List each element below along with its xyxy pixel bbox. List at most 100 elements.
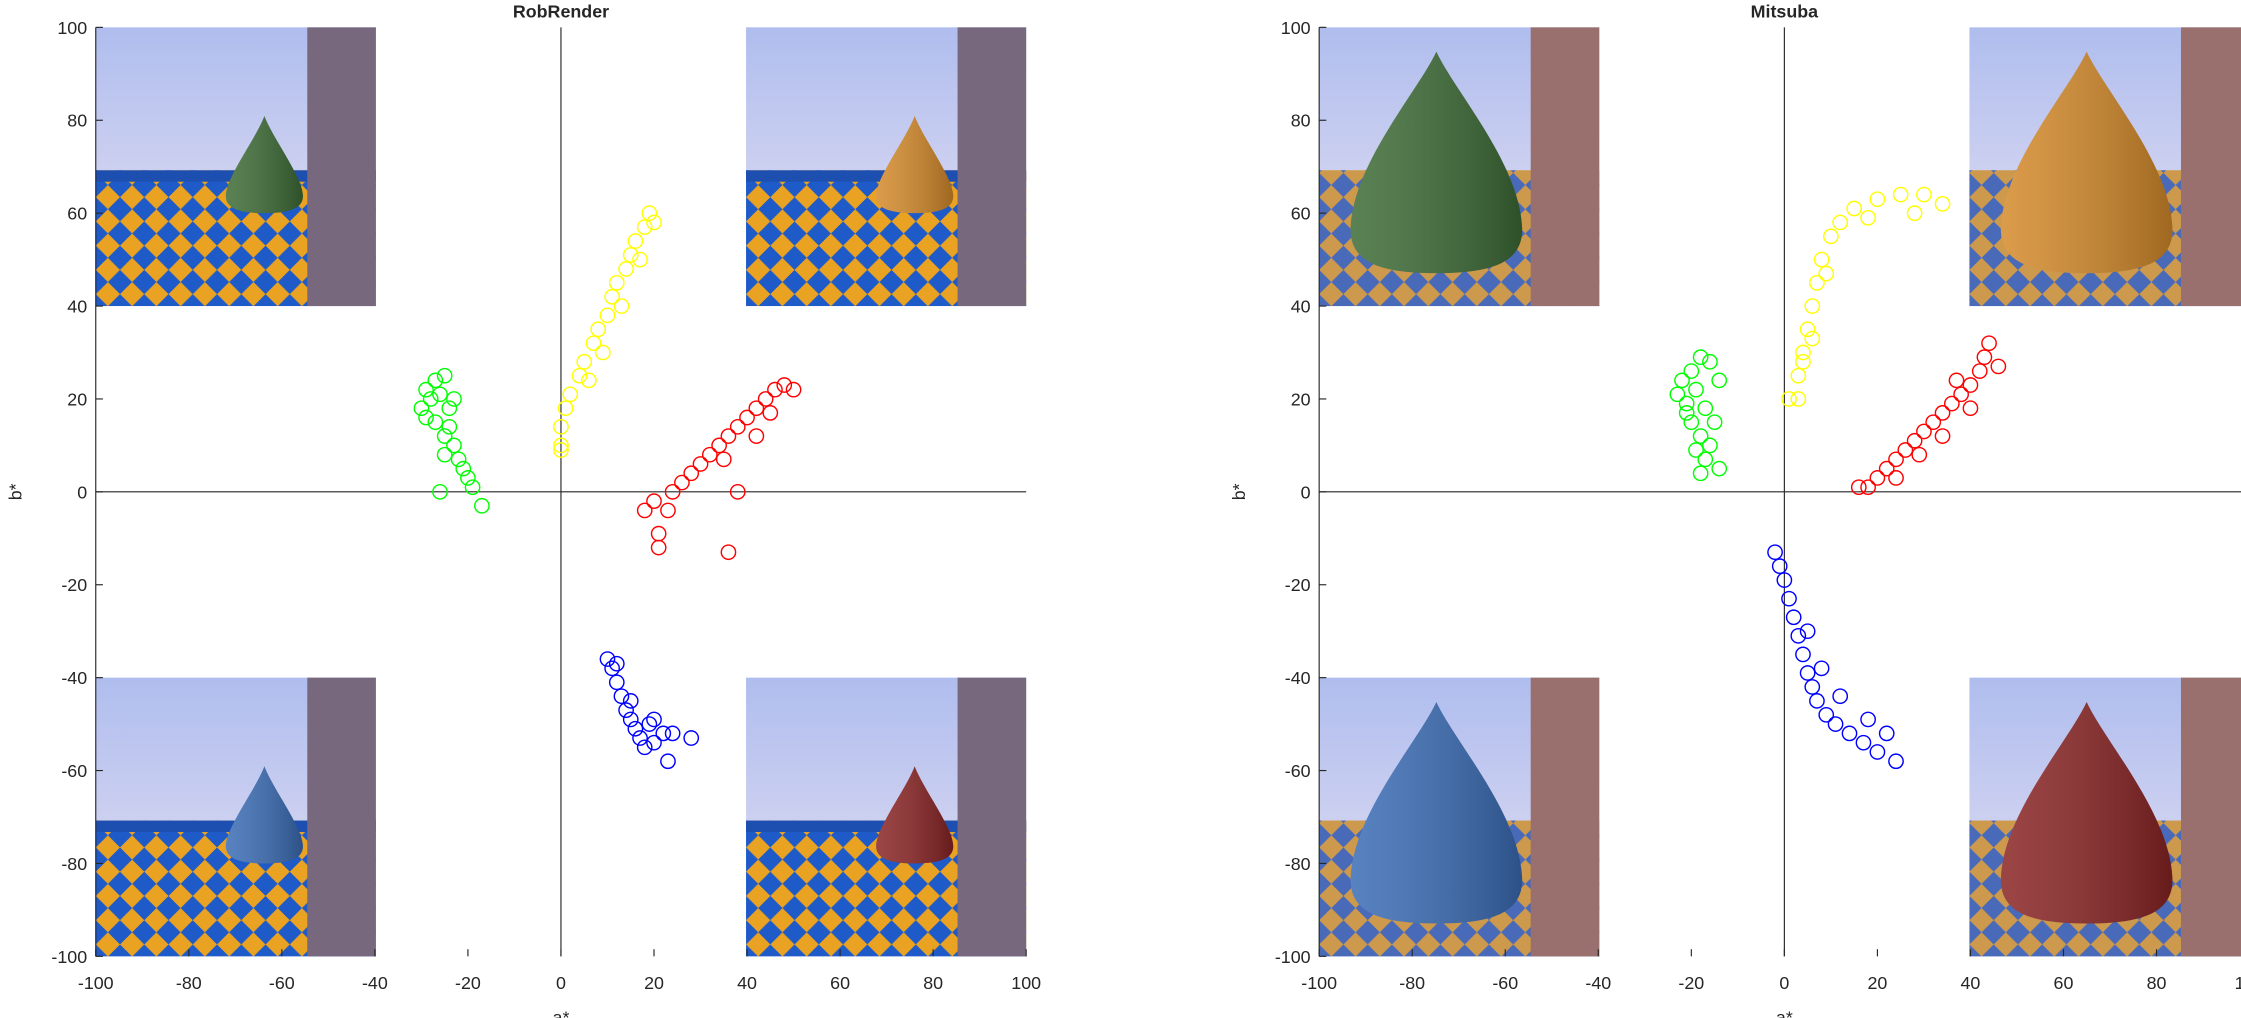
scatter-point xyxy=(1791,629,1805,643)
x-tick-label: -60 xyxy=(269,973,295,993)
scatter-point xyxy=(1680,406,1694,420)
scatter-point xyxy=(419,410,433,424)
scatter-point xyxy=(582,373,596,387)
scatter-point xyxy=(1907,206,1921,220)
scatter-point xyxy=(447,438,461,452)
scatter-point xyxy=(1810,276,1824,290)
scatter-point xyxy=(1889,471,1903,485)
scatter-point xyxy=(652,540,666,554)
scatter-point xyxy=(684,466,698,480)
y-tick-label: 0 xyxy=(1301,482,1311,502)
scatter-point xyxy=(693,457,707,471)
scatter-point xyxy=(1963,401,1977,415)
scatter-point xyxy=(1805,680,1819,694)
y-tick-label: 20 xyxy=(1291,389,1311,409)
scatter-point xyxy=(1870,471,1884,485)
scatter-point xyxy=(1693,466,1707,480)
scatter-point xyxy=(1819,708,1833,722)
scatter-point xyxy=(675,475,689,489)
scatter-point xyxy=(638,740,652,754)
scatter-point xyxy=(721,429,735,443)
x-tick-label: -20 xyxy=(455,973,481,993)
scatter-point xyxy=(1814,252,1828,266)
y-tick-label: -80 xyxy=(61,854,87,874)
scatter-point xyxy=(1935,406,1949,420)
scatter-point xyxy=(1889,452,1903,466)
y-axis-label: b* xyxy=(5,483,25,500)
scatter-point xyxy=(763,406,777,420)
wall xyxy=(307,678,376,957)
scatter-point xyxy=(717,452,731,466)
scatter-point xyxy=(424,392,438,406)
scatter-point xyxy=(661,754,675,768)
scatter-point xyxy=(721,545,735,559)
y-axis-label: b* xyxy=(1229,483,1249,500)
y-tick-label: -20 xyxy=(61,575,87,595)
scatter-point xyxy=(1791,369,1805,383)
scatter-point xyxy=(712,438,726,452)
scatter-point xyxy=(451,452,465,466)
scatter-point xyxy=(638,503,652,517)
y-tick-label: 80 xyxy=(1291,111,1311,131)
scatter-point xyxy=(652,527,666,541)
scatter-point xyxy=(1693,429,1707,443)
scatter-point xyxy=(442,420,456,434)
scatter-point xyxy=(647,736,661,750)
scatter-point xyxy=(1819,266,1833,280)
scatter-point xyxy=(633,731,647,745)
scatter-point xyxy=(1870,745,1884,759)
scatter-point xyxy=(610,276,624,290)
scatter-point xyxy=(624,712,638,726)
x-tick-label: -100 xyxy=(1301,973,1337,993)
scatter-point xyxy=(563,387,577,401)
scatter-point xyxy=(1805,331,1819,345)
scatter-point xyxy=(442,401,456,415)
scatter-point xyxy=(1703,355,1717,369)
x-tick-label: -80 xyxy=(176,973,202,993)
scatter-point xyxy=(475,499,489,513)
x-tick-label: 20 xyxy=(1867,973,1887,993)
scatter-point xyxy=(1833,689,1847,703)
chart: -100-80-60-40-20020406080100-100-80-60-4… xyxy=(0,0,2241,1018)
scatter-point xyxy=(447,392,461,406)
y-tick-label: -40 xyxy=(61,668,87,688)
x-tick-label: 80 xyxy=(2147,973,2167,993)
y-tick-label: 0 xyxy=(77,482,87,502)
scatter-point xyxy=(1810,694,1824,708)
scatter-point xyxy=(419,383,433,397)
scatter-point xyxy=(1935,197,1949,211)
scatter-point xyxy=(1935,429,1949,443)
render-image xyxy=(1319,27,1599,306)
scatter-point xyxy=(642,206,656,220)
scatter-point xyxy=(1917,424,1931,438)
x-tick-label: 100 xyxy=(1011,973,1041,993)
scatter-point xyxy=(1670,387,1684,401)
scatter-point xyxy=(414,401,428,415)
scatter-point xyxy=(1856,736,1870,750)
x-tick-label: -40 xyxy=(1585,973,1611,993)
y-tick-label: -100 xyxy=(51,947,87,967)
scatter-point xyxy=(1847,201,1861,215)
render-image xyxy=(96,27,376,306)
scatter-point xyxy=(740,410,754,424)
wall xyxy=(1531,27,1600,306)
page: {"chart_data": [ {"type": "scatter", "ti… xyxy=(0,0,2241,1018)
scatter-point xyxy=(1833,215,1847,229)
scatter-point xyxy=(1791,392,1805,406)
render-image xyxy=(1969,678,2241,957)
scatter-point xyxy=(591,322,605,336)
scatter-point xyxy=(1880,461,1894,475)
scatter-point xyxy=(461,471,475,485)
scatter-point xyxy=(1991,359,2005,373)
scatter-point xyxy=(768,383,782,397)
scatter-point xyxy=(1712,461,1726,475)
scatter-point xyxy=(1768,545,1782,559)
scatter-point xyxy=(1977,350,1991,364)
scatter-point xyxy=(1796,355,1810,369)
x-tick-label: -40 xyxy=(362,973,388,993)
scatter-point xyxy=(759,392,773,406)
scatter-point xyxy=(661,503,675,517)
scatter-point xyxy=(665,726,679,740)
wall xyxy=(307,27,376,306)
y-tick-label: 60 xyxy=(1291,204,1311,224)
